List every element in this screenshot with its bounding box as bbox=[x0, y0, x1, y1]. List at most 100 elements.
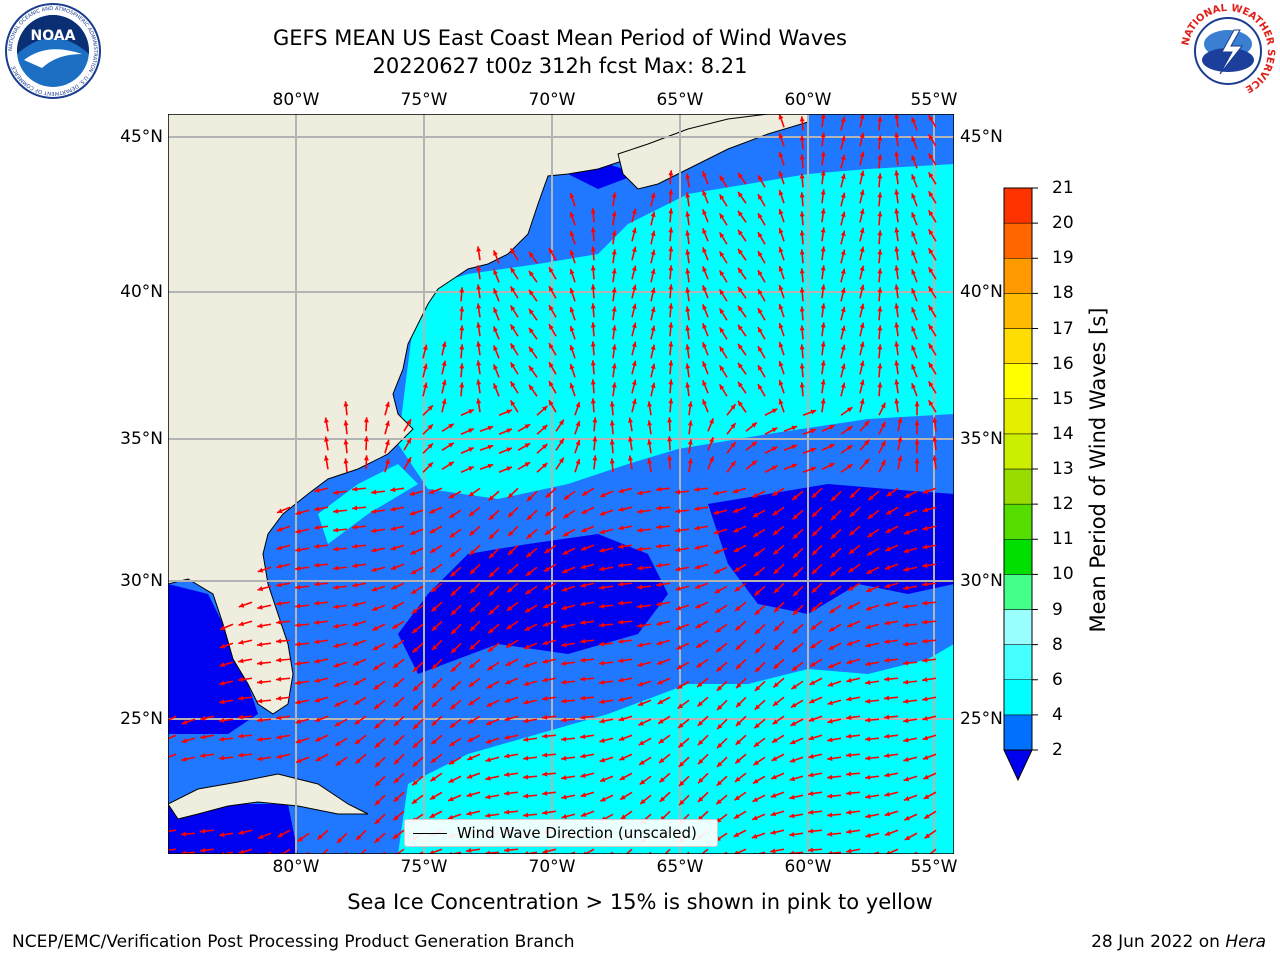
wind-wave-arrow bbox=[799, 325, 805, 340]
wind-wave-arrow bbox=[894, 265, 900, 280]
wind-wave-arrow bbox=[884, 829, 899, 836]
wind-wave-arrow bbox=[637, 508, 652, 514]
wind-wave-arrow bbox=[555, 419, 565, 432]
lon-label-top-75w: 75°W bbox=[400, 90, 448, 110]
wind-wave-arrow bbox=[507, 563, 519, 575]
wind-wave-arrow bbox=[820, 398, 826, 413]
wind-wave-arrow bbox=[846, 696, 861, 702]
wind-wave-arrow bbox=[579, 638, 595, 644]
wind-wave-arrow bbox=[840, 287, 846, 302]
wind-wave-arrow bbox=[687, 401, 693, 416]
wind-wave-arrow bbox=[460, 446, 475, 454]
wind-wave-arrow bbox=[840, 363, 846, 378]
wind-wave-arrow bbox=[422, 461, 434, 473]
wind-wave-arrow bbox=[859, 398, 865, 413]
wind-wave-arrow bbox=[911, 363, 918, 378]
wind-wave-arrow bbox=[639, 794, 652, 805]
wind-wave-arrow bbox=[865, 661, 880, 667]
wind-wave-arrow bbox=[791, 642, 804, 653]
wind-wave-arrow bbox=[441, 398, 447, 413]
wind-wave-arrow bbox=[313, 543, 329, 549]
wind-wave-arrow bbox=[598, 660, 614, 666]
wind-wave-arrow bbox=[374, 737, 386, 749]
wind-wave-arrow bbox=[718, 269, 728, 283]
wind-wave-arrow bbox=[391, 620, 405, 630]
svg-text:NOAA: NOAA bbox=[31, 28, 76, 44]
wind-wave-arrow bbox=[745, 459, 758, 470]
wind-wave-arrow bbox=[390, 525, 405, 531]
wind-wave-arrow bbox=[637, 490, 652, 496]
wind-wave-arrow bbox=[752, 528, 766, 538]
wind-wave-arrow bbox=[751, 490, 766, 498]
wind-wave-arrow bbox=[647, 401, 653, 416]
colorbar-tick-label: 14 bbox=[1052, 423, 1074, 444]
wind-wave-arrow bbox=[811, 582, 823, 594]
wind-wave-arrow bbox=[685, 211, 691, 226]
colorbar-tick-label: 18 bbox=[1052, 283, 1074, 304]
wind-wave-arrow bbox=[488, 585, 500, 597]
wind-wave-arrow bbox=[733, 829, 747, 838]
wind-wave-arrow bbox=[487, 490, 500, 502]
wind-wave-arrow bbox=[894, 227, 900, 242]
wind-wave-arrow bbox=[770, 829, 785, 835]
wind-wave-arrow bbox=[466, 772, 481, 779]
wind-wave-arrow bbox=[628, 455, 633, 470]
wind-wave-arrow bbox=[618, 544, 633, 549]
wind-wave-arrow bbox=[574, 458, 581, 473]
wind-wave-arrow bbox=[820, 114, 826, 128]
wind-wave-arrow bbox=[488, 604, 500, 616]
wind-wave-arrow bbox=[764, 446, 778, 454]
colorbar-tick-label: 8 bbox=[1052, 634, 1063, 655]
wind-wave-arrow bbox=[523, 718, 538, 724]
wind-wave-arrow bbox=[840, 268, 846, 283]
wind-wave-arrow bbox=[352, 543, 367, 549]
wind-wave-arrow bbox=[716, 680, 728, 692]
wind-wave-arrow bbox=[668, 189, 674, 204]
wind-wave-arrow bbox=[783, 463, 798, 471]
wind-wave-arrow bbox=[422, 404, 434, 416]
wind-wave-arrow bbox=[569, 268, 576, 283]
lat-label-right-30n: 30°N bbox=[960, 571, 1003, 591]
patch-below-2s-south bbox=[168, 804, 298, 854]
wind-wave-arrow bbox=[859, 439, 870, 451]
wind-wave-arrow bbox=[734, 791, 747, 801]
wind-wave-arrow bbox=[411, 642, 424, 654]
wind-wave-arrow bbox=[492, 306, 500, 321]
wind-wave-arrow bbox=[840, 444, 853, 454]
wind-wave-arrow bbox=[580, 753, 595, 759]
wind-wave-arrow bbox=[371, 528, 386, 534]
wind-wave-arrow bbox=[903, 813, 918, 821]
wind-wave-arrow bbox=[702, 227, 709, 242]
wind-wave-arrow bbox=[599, 566, 614, 572]
wind-wave-arrow bbox=[789, 831, 804, 837]
wind-wave-arrow bbox=[883, 657, 899, 663]
wind-wave-arrow bbox=[637, 680, 652, 687]
wind-wave-arrow bbox=[771, 487, 785, 497]
wind-wave-arrow bbox=[702, 341, 709, 356]
wind-wave-arrow bbox=[569, 382, 576, 397]
wind-wave-arrow bbox=[904, 490, 918, 499]
wind-wave-arrow bbox=[392, 658, 405, 669]
wind-wave-arrow bbox=[821, 443, 836, 451]
wind-wave-arrow bbox=[335, 756, 348, 767]
wind-wave-arrow bbox=[884, 753, 899, 759]
wind-wave-arrow bbox=[561, 813, 576, 819]
wind-wave-arrow bbox=[448, 509, 462, 519]
wind-wave-arrow bbox=[697, 734, 709, 746]
wind-wave-arrow bbox=[485, 794, 500, 800]
wind-wave-arrow bbox=[219, 661, 234, 668]
nws-logo: NATIONAL WEATHER SERVICE bbox=[1180, 3, 1276, 98]
wind-wave-arrow bbox=[799, 173, 805, 188]
wind-wave-arrow bbox=[352, 563, 367, 569]
wind-wave-arrow bbox=[333, 661, 348, 668]
wind-wave-arrow bbox=[371, 508, 386, 514]
wind-wave-arrow bbox=[409, 490, 424, 496]
wind-wave-arrow bbox=[911, 173, 918, 188]
wind-wave-arrow bbox=[826, 793, 842, 799]
wind-wave-arrow bbox=[498, 409, 513, 417]
wind-wave-arrow bbox=[219, 642, 234, 649]
wind-wave-arrow bbox=[773, 620, 785, 632]
wind-wave-arrow bbox=[181, 756, 196, 762]
wind-wave-arrow bbox=[469, 563, 481, 575]
wind-wave-arrow bbox=[718, 212, 728, 226]
